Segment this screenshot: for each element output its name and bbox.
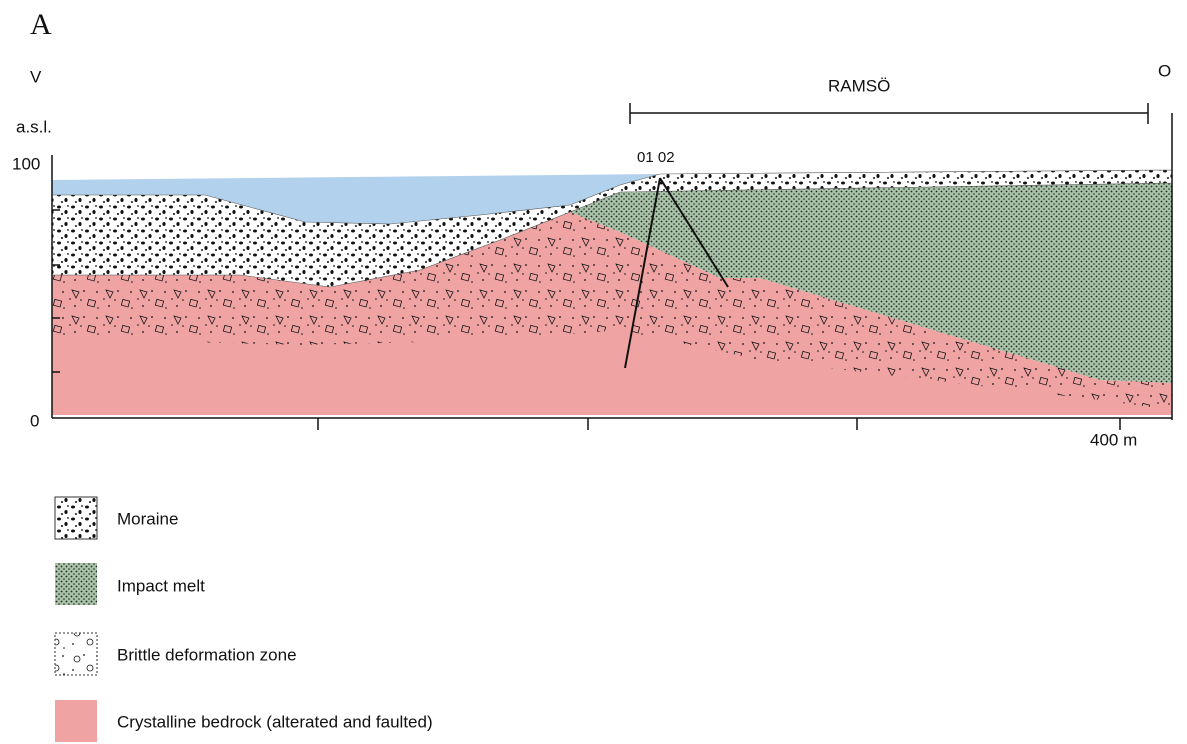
x-end-label: 400 m	[1090, 430, 1137, 449]
y-bottom-label: 0	[30, 411, 39, 430]
legend-label: Impact melt	[117, 576, 205, 595]
legend-label: Moraine	[117, 509, 178, 528]
legend-label: Brittle deformation zone	[117, 645, 297, 664]
legend-swatch	[55, 633, 97, 675]
legend-label: Crystalline bedrock (alterated and fault…	[117, 712, 433, 731]
legend: Moraine Impact melt Brittle deformation …	[55, 497, 433, 742]
right-label: O	[1158, 61, 1171, 80]
panel-label: A	[30, 8, 52, 41]
y-top-label: 100	[12, 154, 40, 173]
drillhole-label: 01 02	[637, 149, 675, 166]
left-label: V	[30, 67, 42, 86]
cross-section: A V O a.s.l. 100 0 400 m RAMSÖ 01 02 Mor…	[0, 0, 1187, 744]
legend-swatch	[55, 563, 97, 605]
section-label: RAMSÖ	[828, 76, 890, 95]
layers	[52, 170, 1172, 415]
unit-label: a.s.l.	[16, 117, 52, 136]
legend-swatch	[55, 497, 97, 539]
legend-swatch	[55, 700, 97, 742]
